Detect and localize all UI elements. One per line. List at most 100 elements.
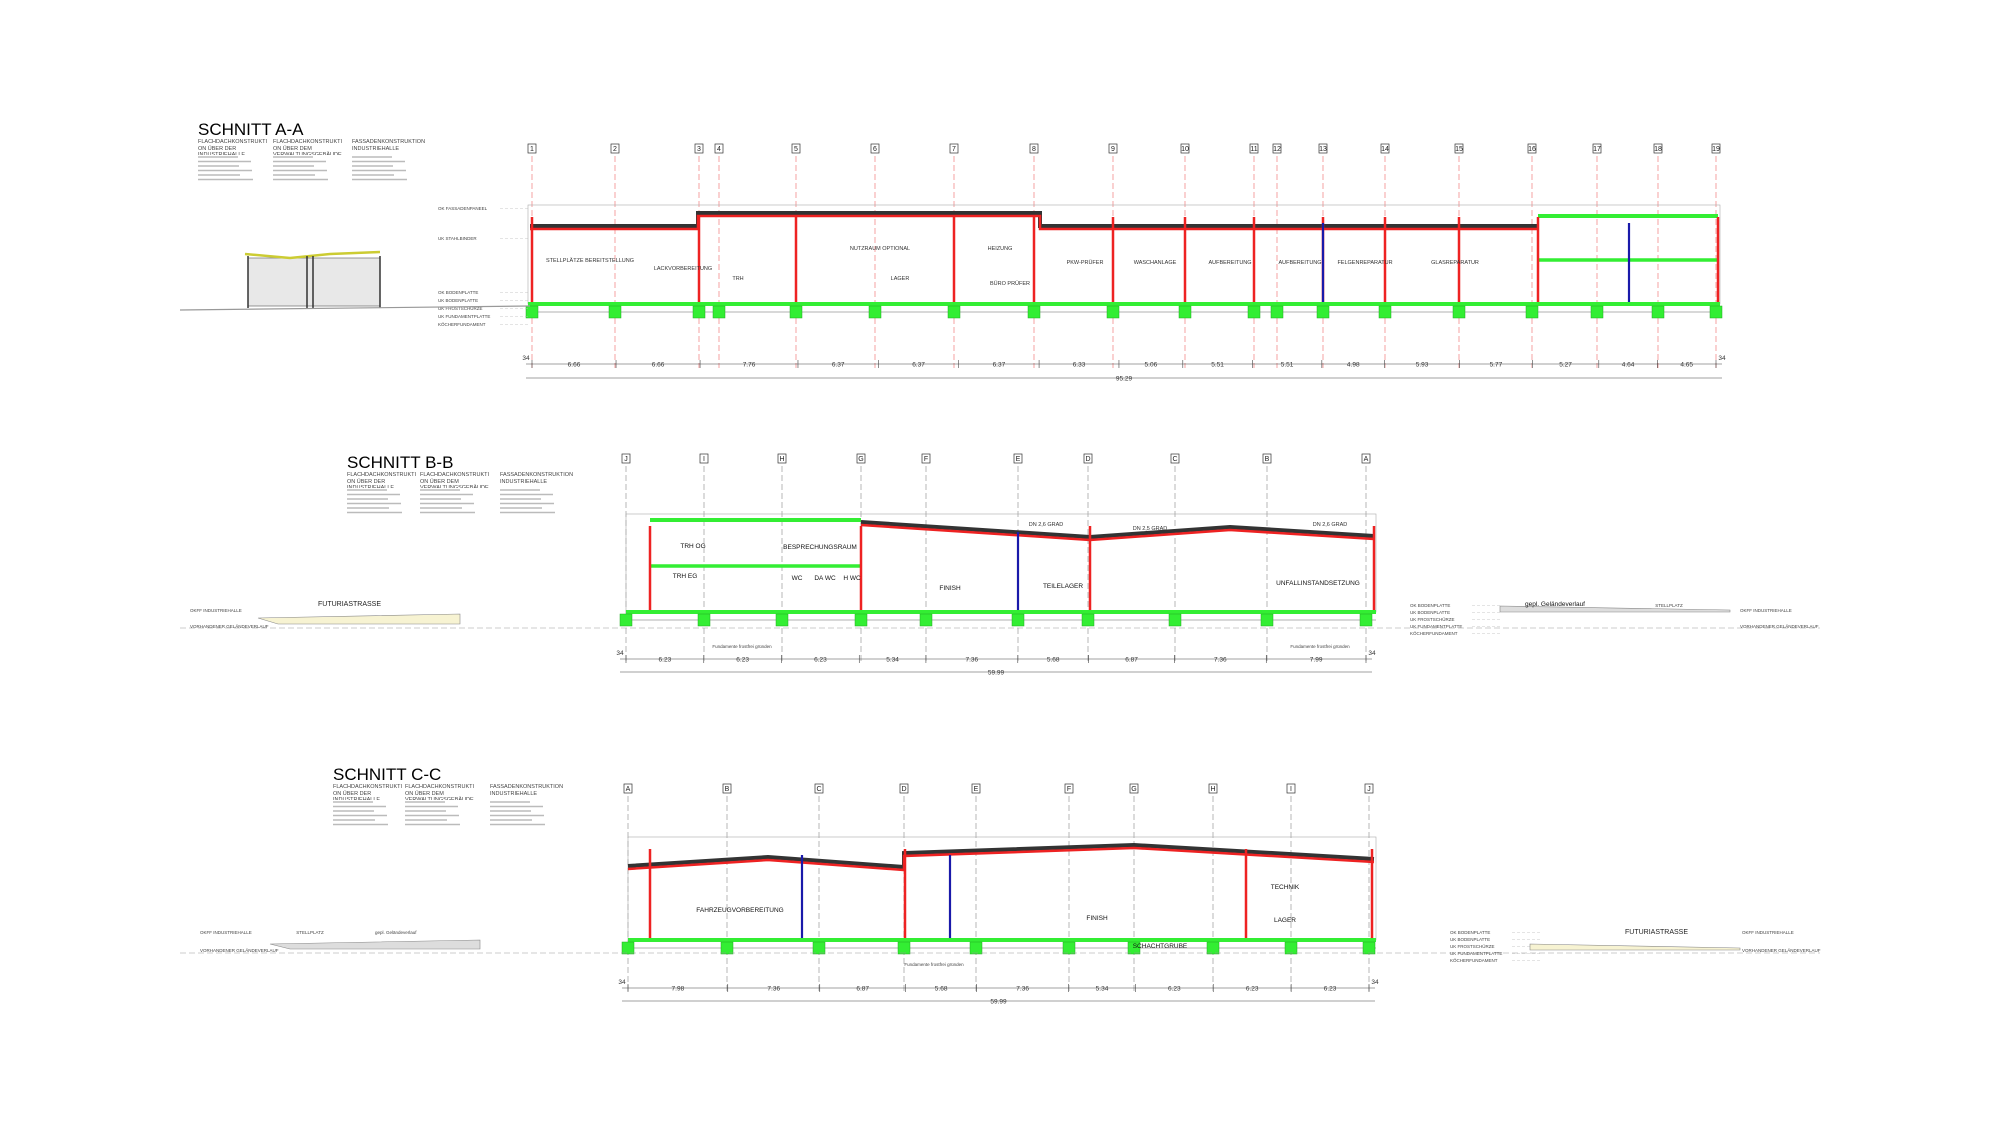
- dimension-value: 6.23: [814, 657, 827, 664]
- roof-beam: [530, 214, 1538, 231]
- room-label: SCHACHTGRUBE: [1133, 943, 1188, 950]
- foundation-footing: [1378, 305, 1392, 319]
- grid-axis-label: 3: [697, 146, 701, 153]
- note-heading-facade-hall-box: FASSADENKONSTRUKTION INDUSTRIEHALLE: [490, 784, 563, 797]
- room-label: H WC: [843, 575, 861, 582]
- parking-label: STELLPLATZ: [1655, 603, 1683, 608]
- grid-axis-label: 10: [1181, 146, 1189, 153]
- room-label: TRH EG: [673, 573, 698, 580]
- note-heading-facade-hall: FASSADENKONSTRUKTION INDUSTRIEHALLE: [500, 472, 574, 485]
- dimension-value: 5.51: [1281, 362, 1294, 369]
- grid-axis-marker: [1262, 453, 1272, 464]
- dimension-value: 5.34: [886, 657, 899, 664]
- note-heading-roof-hall-box: FLACHDACHKONSTRUKTION ÜBER DER INDUSTRIE…: [333, 784, 402, 800]
- grid-axis-marker: [1249, 143, 1259, 154]
- room-label: LAGER: [891, 276, 910, 282]
- okff-label: OKFF INDUSTRIEHALLE: [1740, 608, 1792, 613]
- dimension-value: 6.87: [1125, 657, 1138, 664]
- dimension-value: 6.37: [912, 362, 925, 369]
- grid-axis-label: 9: [1111, 146, 1115, 153]
- grid-axis-label: H: [779, 456, 784, 463]
- grid-axis-label: G: [858, 456, 863, 463]
- dimension-value: 7.99: [1310, 657, 1323, 664]
- grid-axis-label: A: [626, 786, 631, 793]
- level-label: KÖCHERFUNDAMENT: [1410, 630, 1458, 636]
- dimension-value: 6.66: [652, 362, 665, 369]
- okff-label: OKFF INDUSTRIEHALLE: [1742, 930, 1794, 935]
- room-label: HEIZUNG: [988, 246, 1013, 252]
- note-heading-roof-admin: FLACHDACHKONSTRUKTION ÜBER DEM VERWALTUN…: [420, 472, 490, 488]
- grid-axis-marker: [1129, 783, 1139, 794]
- total-dimension-value: 59.99: [988, 670, 1005, 677]
- dimension-value: 7.36: [966, 657, 979, 664]
- note-heading-roof-admin-box: FLACHDACHKONSTRUKTION ÜBER DEM VERWALTUN…: [405, 784, 474, 800]
- level-label: OK BODENPLATTE: [438, 290, 478, 295]
- dimension-value: 6.23: [1168, 986, 1181, 993]
- dimension-value: 5.68: [935, 986, 948, 993]
- grid-axis-label: 6: [873, 146, 877, 153]
- dimension-value: 34: [616, 650, 624, 657]
- okff-label: OKFF INDUSTRIEHALLE: [190, 608, 242, 613]
- foundation-footing: [1247, 305, 1261, 319]
- dimension-value: 6.23: [1246, 986, 1259, 993]
- grid-axis-label: D: [1085, 456, 1090, 463]
- note-heading-roof-hall: FLACHDACHKONSTRUKTION ÜBER DER INDUSTRIE…: [347, 472, 417, 488]
- room-label: STELLPLÄTZE BEREITSTELLUNG: [546, 257, 634, 264]
- foundation-footing: [1260, 613, 1274, 627]
- foundation-footing: [969, 941, 983, 955]
- note-heading-roof-hall-box: FLACHDACHKONSTRUKTION ÜBER DER INDUSTRIE…: [347, 472, 417, 488]
- foundation-note: Fundamente frostfrei gründen: [712, 644, 772, 649]
- dimension-value: 7.36: [1016, 986, 1029, 993]
- foundation-footing: [897, 941, 911, 955]
- foundation-footing: [789, 305, 803, 319]
- roof-beam: [860, 523, 1375, 542]
- level-label: OK FASSADENPANEEL: [438, 206, 488, 211]
- existing-terrain-label: VORHANDENER GELÄNDEVERLAUF: [1740, 623, 1819, 629]
- room-label: TRH: [732, 276, 743, 282]
- room-label: PKW-PRÜFER: [1067, 259, 1104, 266]
- note-heading-roof-admin: FLACHDACHKONSTRUKTION ÜBER DEM VERWALTUN…: [273, 139, 343, 155]
- dimension-value: 6.23: [1324, 986, 1337, 993]
- foundation-footing: [525, 305, 539, 319]
- terrain-right: [1499, 605, 1731, 613]
- terrain-left: [269, 939, 481, 950]
- room-label: UNFALLINSTANDSETZUNG: [1276, 580, 1360, 587]
- roof-pitch-label: DN 2,6 GRAD: [1313, 522, 1348, 528]
- grid-axis-marker: [814, 783, 824, 794]
- room-label: AUFBEREITUNG: [1208, 260, 1251, 266]
- grid-axis-label: 8: [1032, 146, 1036, 153]
- room-label: TECHNIK: [1271, 884, 1300, 891]
- dimension-value: 6.23: [659, 657, 672, 664]
- note-heading-roof-hall-box: FLACHDACHKONSTRUKTION ÜBER DER INDUSTRIE…: [198, 139, 267, 155]
- grid-axis-label: J: [624, 456, 628, 463]
- grid-axis-label: F: [924, 456, 928, 463]
- building-outline: [527, 204, 1721, 305]
- grid-axis-label: D: [901, 786, 906, 793]
- section-title: SCHNITT A-A: [198, 120, 304, 139]
- foundation-footing: [608, 305, 622, 319]
- grid-axis-marker: [1286, 783, 1296, 794]
- grid-axis-marker: [1361, 453, 1371, 464]
- grid-axis-label: 15: [1455, 146, 1463, 153]
- dimension-value: 6.37: [993, 362, 1006, 369]
- foundation-footing: [1206, 941, 1220, 955]
- roof-pitch-label: DN 2,6 GRAD: [1029, 522, 1064, 528]
- section-title: SCHNITT B-B: [347, 453, 453, 472]
- grid-axis-marker: [527, 143, 537, 154]
- grid-axis-marker: [610, 143, 620, 154]
- grid-axis-label: 7: [952, 146, 956, 153]
- room-label: BÜRO PRÜFER: [990, 280, 1030, 287]
- foundation-note: Fundamente frostfrei gründen: [1290, 644, 1350, 649]
- grid-axis-label: E: [974, 786, 979, 793]
- grid-axis-marker: [1653, 143, 1663, 154]
- grid-axis-marker: [1064, 783, 1074, 794]
- grid-axis-marker: [1318, 143, 1328, 154]
- foundation-footing: [1709, 305, 1723, 319]
- foundation-footing: [1027, 305, 1041, 319]
- dimension-value: 7.36: [1214, 657, 1227, 664]
- room-label: LAGER: [1274, 917, 1296, 924]
- grid-axis-label: 13: [1319, 146, 1327, 153]
- room-label: NUTZRAUM OPTIONAL: [850, 246, 910, 252]
